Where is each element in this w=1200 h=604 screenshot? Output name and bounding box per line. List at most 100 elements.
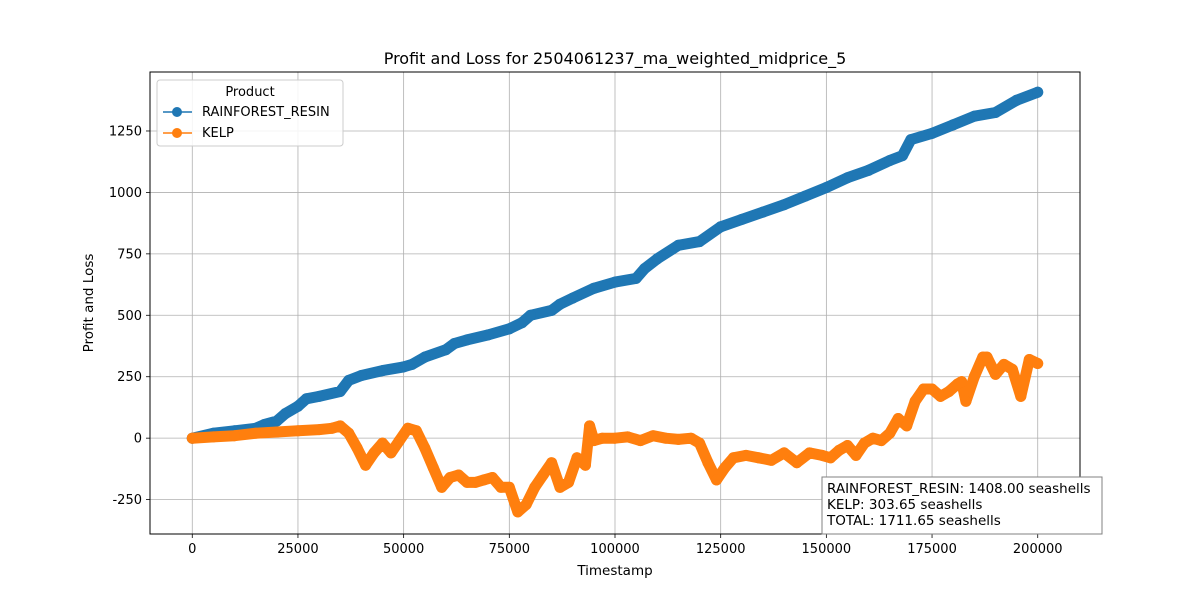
data-point-rainforest-resin [588, 282, 600, 294]
data-point-rainforest-resin [279, 408, 291, 420]
data-point-rainforest-resin [757, 206, 769, 218]
pnl-summary-box: RAINFOREST_RESIN: 1408.00 seashells KELP… [821, 476, 1103, 535]
data-point-rainforest-resin [546, 304, 558, 316]
data-point-kelp [956, 376, 968, 388]
data-point-kelp [753, 452, 765, 464]
data-point-rainforest-resin [398, 361, 410, 373]
data-point-rainforest-resin [292, 400, 304, 412]
data-point-kelp [981, 351, 993, 363]
data-point-kelp [711, 474, 722, 486]
data-point-kelp [402, 422, 414, 434]
legend-box [156, 79, 344, 147]
data-point-kelp [563, 476, 574, 488]
data-point-kelp [850, 449, 862, 461]
x-tick-label: 175000 [907, 542, 957, 557]
data-point-kelp [694, 437, 705, 449]
x-tick-label: 50000 [383, 542, 424, 557]
data-point-kelp [271, 426, 283, 438]
data-point-kelp [529, 481, 541, 493]
x-tick-label: 200000 [1013, 542, 1063, 557]
data-point-kelp [326, 422, 338, 434]
data-point-kelp [377, 437, 388, 449]
data-point-kelp [1032, 358, 1044, 369]
data-point-kelp [478, 474, 490, 486]
y-tick-label: 0 [134, 432, 142, 447]
data-point-kelp [609, 432, 621, 444]
data-point-kelp [791, 457, 803, 469]
data-point-rainforest-resin [968, 110, 980, 122]
data-point-kelp [503, 481, 515, 493]
data-point-rainforest-resin [567, 292, 579, 304]
data-point-rainforest-resin [419, 351, 431, 363]
x-axis-label: Timestamp [576, 563, 652, 579]
data-point-kelp [990, 368, 1001, 380]
data-point-kelp [351, 442, 363, 454]
legend: Product RAINFOREST_RESIN KELP [156, 79, 344, 147]
data-point-kelp [926, 383, 938, 395]
data-point-kelp [250, 427, 262, 439]
data-point-kelp [778, 447, 790, 459]
data-point-rainforest-resin [448, 338, 460, 349]
data-point-rainforest-resin [630, 272, 642, 284]
data-point-kelp [858, 437, 870, 449]
data-point-kelp [875, 435, 887, 447]
data-point-kelp [537, 469, 549, 481]
y-tick-label: -250 [112, 493, 142, 508]
data-point-kelp [804, 447, 815, 459]
summary-box-frame [821, 476, 1103, 535]
data-point-kelp [385, 447, 397, 459]
data-point-kelp [292, 425, 304, 437]
data-point-kelp [186, 432, 198, 444]
series-group [186, 86, 1044, 518]
data-point-kelp [427, 462, 439, 474]
data-point-kelp [1006, 363, 1018, 375]
summary-line-kelp: KELP: 303.65 seashells [827, 497, 982, 513]
summary-line-rainforest-resin: RAINFOREST_RESIN: 1408.00 seashells [827, 481, 1091, 497]
data-point-kelp [588, 435, 600, 447]
data-point-rainforest-resin [440, 344, 452, 356]
x-tick-label: 150000 [802, 542, 852, 557]
data-point-kelp [334, 420, 346, 432]
data-point-kelp [419, 442, 431, 454]
data-point-kelp [884, 427, 896, 439]
data-point-rainforest-resin [897, 150, 908, 162]
x-tick-label: 100000 [590, 542, 640, 557]
summary-line-total: TOTAL: 1711.65 seashells [826, 513, 1001, 529]
data-point-kelp [520, 499, 532, 510]
data-point-rainforest-resin [947, 119, 959, 131]
data-point-kelp [918, 383, 930, 395]
data-point-kelp [719, 462, 731, 474]
data-point-kelp [343, 427, 355, 439]
data-point-kelp [495, 481, 507, 493]
x-tick-label: 0 [188, 542, 196, 557]
data-point-rainforest-resin [672, 239, 684, 251]
data-point-kelp [867, 432, 879, 444]
data-point-kelp [825, 452, 837, 464]
data-point-rainforest-resin [313, 390, 325, 402]
data-point-kelp [393, 435, 405, 447]
data-point-kelp [901, 420, 913, 432]
data-point-rainforest-resin [554, 298, 566, 310]
data-point-kelp [596, 432, 608, 444]
data-point-kelp [943, 386, 955, 397]
data-point-kelp [1015, 390, 1027, 402]
y-axis: -250 0 250 500 750 1000 1250 [109, 124, 150, 508]
data-point-rainforest-resin [905, 134, 917, 146]
x-tick-label: 75000 [489, 542, 530, 557]
legend-marker-rainforest-resin [172, 107, 182, 117]
data-point-kelp [740, 449, 752, 461]
legend-title: Product [225, 85, 274, 100]
data-point-rainforest-resin [820, 182, 832, 193]
data-point-rainforest-resin [778, 199, 790, 211]
data-point-kelp [816, 449, 828, 461]
data-point-kelp [512, 506, 524, 518]
data-point-kelp [410, 425, 422, 437]
data-point-kelp [584, 420, 596, 432]
data-point-kelp [892, 413, 904, 424]
data-point-kelp [313, 424, 325, 436]
data-point-kelp [546, 457, 558, 469]
data-point-kelp [453, 469, 465, 481]
data-point-kelp [554, 481, 566, 493]
data-point-rainforest-resin [694, 236, 705, 248]
